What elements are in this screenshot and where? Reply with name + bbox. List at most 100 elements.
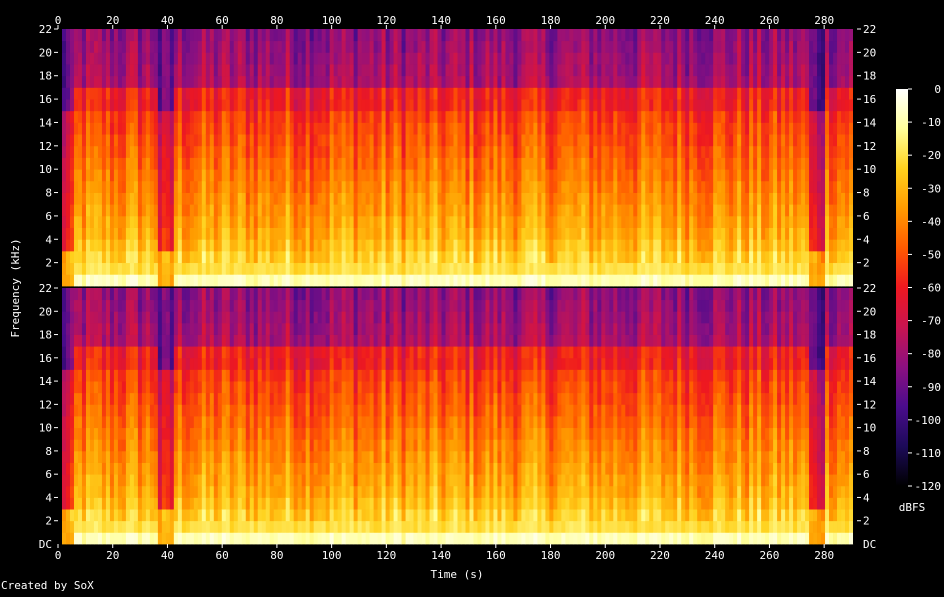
spectrogram-cell (129, 64, 135, 77)
spectrogram-cell (413, 227, 418, 240)
spectrogram-cell (453, 239, 458, 252)
spectrogram-cell (58, 157, 63, 170)
spectrogram-cell (461, 145, 466, 158)
spectrogram-cell (293, 180, 299, 193)
spectrogram-cell (437, 40, 442, 53)
spectrogram-cell (393, 239, 398, 252)
spectrogram-cell (473, 262, 478, 275)
spectrogram-cell (405, 262, 410, 275)
spectrogram-cell (749, 180, 754, 193)
spectrogram-cell (185, 99, 191, 112)
spectrogram-cell (629, 99, 634, 112)
spectrogram-cell (717, 169, 722, 182)
spectrogram-cell (609, 192, 614, 205)
spectrogram-cell (249, 250, 255, 264)
spectrogram-cell (197, 227, 203, 240)
spectrogram-cell (813, 99, 818, 112)
spectrogram-cell (825, 64, 830, 77)
spectrogram-cell (189, 215, 195, 228)
spectrogram-cell (525, 227, 530, 240)
spectrogram-cell (701, 40, 706, 53)
spectrogram-cell (121, 29, 127, 42)
spectrogram-cell (153, 346, 159, 359)
spectrogram-cell (445, 64, 450, 77)
spectrogram-cell (125, 180, 131, 193)
spectrogram-cell (229, 64, 235, 77)
spectrogram-cell (269, 262, 275, 275)
spectrogram-cell (453, 227, 458, 240)
spectrogram-cell (85, 40, 91, 53)
spectrogram-cell (729, 180, 734, 193)
spectrogram-cell (133, 99, 139, 112)
spectrogram-cell (333, 87, 339, 100)
spectrogram-cell (149, 29, 155, 42)
spectrogram-cell (605, 75, 610, 88)
spectrogram-cell (113, 509, 119, 522)
spectrogram-cell (129, 369, 135, 382)
spectrogram-cell (349, 215, 355, 228)
spectrogram-cell (837, 215, 842, 228)
spectrogram-cell (733, 215, 738, 228)
spectrogram-cell (661, 40, 666, 53)
spectrogram-cell (769, 75, 774, 88)
spectrogram-cell (665, 239, 670, 252)
spectrogram-cell (121, 509, 127, 522)
spectrogram-cell (381, 215, 386, 228)
spectrogram-cell (801, 239, 806, 252)
spectrogram-cell (97, 87, 103, 100)
spectrogram-cell (381, 29, 386, 42)
spectrogram-cell (197, 262, 203, 275)
spectrogram-cell (117, 215, 123, 228)
spectrogram-cell (713, 215, 718, 228)
spectrogram-cell (541, 227, 546, 240)
spectrogram-cell (729, 110, 734, 123)
spectrogram-cell (425, 169, 430, 182)
spectrogram-cell (585, 87, 590, 100)
spectrogram-cell (337, 75, 343, 88)
spectrogram-cell (837, 75, 842, 88)
spectrogram-cell (357, 99, 363, 112)
spectrogram-cell (153, 99, 159, 112)
spectrogram-cell (689, 87, 694, 100)
spectrogram-cell (377, 145, 382, 158)
spectrogram-cell (93, 427, 99, 440)
spectrogram-cell (565, 250, 570, 264)
spectrogram-cell (133, 474, 139, 487)
spectrogram-cell (485, 204, 490, 217)
spectrogram-cell (77, 192, 83, 205)
spectrogram-cell (277, 122, 283, 135)
spectrogram-cell (297, 40, 303, 53)
spectrogram-cell (97, 250, 103, 264)
spectrogram-cell (281, 145, 287, 158)
spectrogram-cell (525, 29, 530, 42)
spectrogram-cell (349, 110, 355, 123)
spectrogram-cell (453, 64, 458, 77)
spectrogram-cell (665, 52, 670, 65)
spectrogram-cell (281, 75, 287, 88)
spectrogram-cell (153, 262, 159, 275)
spectrogram-cell (709, 157, 714, 170)
spectrogram-cell (181, 52, 187, 65)
spectrogram-cell (389, 227, 394, 240)
spectrogram-cell (457, 99, 462, 112)
spectrogram-cell (101, 204, 107, 217)
spectrogram-cell (309, 157, 315, 170)
spectrogram-cell (497, 75, 502, 88)
spectrogram-cell (441, 64, 446, 77)
spectrogram-cell (221, 227, 227, 240)
spectrogram-cell (145, 274, 151, 287)
spectrogram-cell (705, 262, 710, 275)
spectrogram-cell (137, 75, 143, 88)
spectrogram-cell (58, 462, 63, 475)
spectrogram-cell (58, 322, 63, 335)
spectrogram-cell (765, 110, 770, 123)
spectrogram-cell (261, 215, 267, 228)
spectrogram-cell (813, 227, 818, 240)
spectrogram-cell (725, 134, 730, 147)
spectrogram-cell (85, 145, 91, 158)
spectrogram-cell (605, 29, 610, 42)
spectrogram-cell (557, 262, 562, 275)
spectrogram-cell (793, 52, 798, 65)
spectrogram-cell (793, 227, 798, 240)
spectrogram-cell (85, 169, 91, 182)
